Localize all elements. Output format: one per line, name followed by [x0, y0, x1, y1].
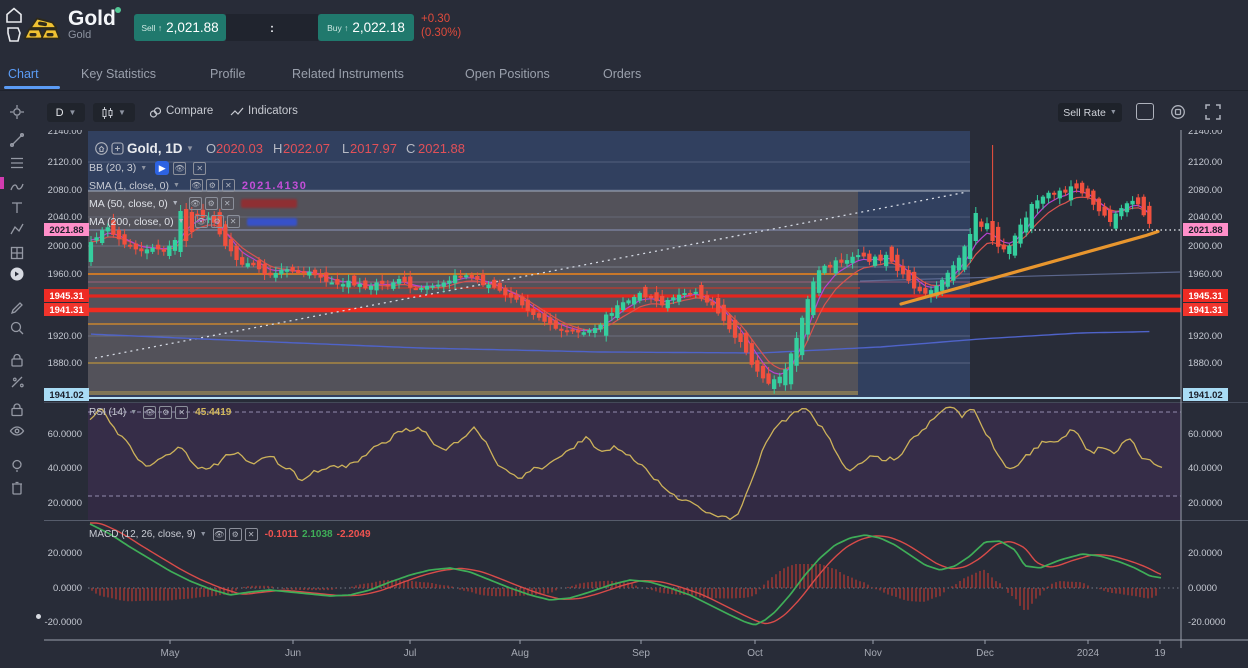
svg-text:1941.31: 1941.31	[49, 305, 84, 316]
svg-text:1880.00: 1880.00	[1188, 358, 1222, 369]
svg-text:1945.31: 1945.31	[49, 291, 84, 302]
svg-text:-20.0000: -20.0000	[1188, 617, 1226, 628]
svg-text:2080.00: 2080.00	[1188, 185, 1222, 196]
svg-text:0.0000: 0.0000	[53, 583, 82, 594]
svg-text:-20.0000: -20.0000	[44, 617, 82, 628]
svg-text:2021.88: 2021.88	[1188, 225, 1222, 236]
svg-text:40.0000: 40.0000	[48, 463, 82, 474]
svg-text:1960.00: 1960.00	[1188, 269, 1222, 280]
svg-text:Aug: Aug	[511, 648, 529, 659]
svg-text:1941.02: 1941.02	[49, 390, 83, 401]
svg-text:2040.00: 2040.00	[1188, 212, 1222, 223]
svg-text:1941.02: 1941.02	[1188, 390, 1222, 401]
svg-text:2000.00: 2000.00	[1188, 241, 1222, 252]
svg-text:Oct: Oct	[747, 648, 763, 659]
svg-text:1945.31: 1945.31	[1188, 291, 1223, 302]
svg-text:Nov: Nov	[864, 648, 882, 659]
svg-text:20.0000: 20.0000	[48, 548, 82, 559]
svg-text:1960.00: 1960.00	[48, 269, 82, 280]
svg-text:1941.31: 1941.31	[1188, 305, 1223, 316]
svg-text:Jul: Jul	[404, 648, 417, 659]
svg-text:19: 19	[1154, 648, 1166, 659]
svg-text:2040.00: 2040.00	[48, 212, 82, 223]
svg-text:1920.00: 1920.00	[48, 331, 82, 342]
svg-text:20.0000: 20.0000	[1188, 498, 1222, 509]
svg-text:1920.00: 1920.00	[1188, 331, 1222, 342]
svg-text:2140.00: 2140.00	[48, 130, 82, 137]
svg-text:Dec: Dec	[976, 648, 994, 659]
svg-text:2021.88: 2021.88	[49, 225, 83, 236]
svg-text:20.0000: 20.0000	[1188, 548, 1222, 559]
svg-text:2120.00: 2120.00	[1188, 157, 1222, 168]
svg-text:2140.00: 2140.00	[1188, 130, 1222, 137]
svg-text:Jun: Jun	[285, 648, 301, 659]
svg-text:2024: 2024	[1077, 648, 1100, 659]
svg-text:60.0000: 60.0000	[48, 429, 82, 440]
svg-text:May: May	[161, 648, 180, 659]
svg-text:2000.00: 2000.00	[48, 241, 82, 252]
svg-text:Sep: Sep	[632, 648, 650, 659]
svg-text:0.0000: 0.0000	[1188, 583, 1217, 594]
svg-text:20.0000: 20.0000	[48, 498, 82, 509]
svg-text:2080.00: 2080.00	[48, 185, 82, 196]
svg-text:2120.00: 2120.00	[48, 157, 82, 168]
svg-text:60.0000: 60.0000	[1188, 429, 1222, 440]
svg-text:40.0000: 40.0000	[1188, 463, 1222, 474]
svg-text:1880.00: 1880.00	[48, 358, 82, 369]
